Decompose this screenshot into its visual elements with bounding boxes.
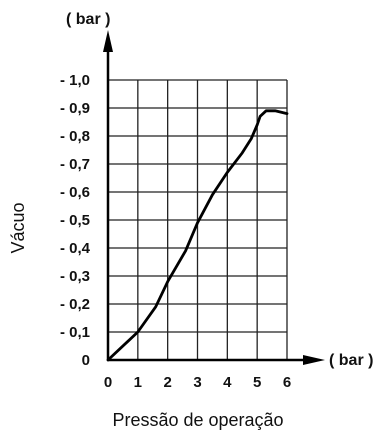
y-tick-label: - 0,7 xyxy=(60,156,90,173)
y-tick-label: - 0,4 xyxy=(60,240,91,257)
x-tick-label: 1 xyxy=(134,374,142,391)
y-tick-label: - 0,8 xyxy=(60,128,90,145)
y-axis-title: Vácuo xyxy=(8,202,28,253)
x-unit-label: ( bar ) xyxy=(329,352,373,369)
x-tick-label: 3 xyxy=(193,374,201,391)
vacuum-curve xyxy=(106,109,289,362)
x-tick-label: 4 xyxy=(223,374,232,391)
x-tick-label: 6 xyxy=(283,374,291,391)
y-tick-label: - 1,0 xyxy=(60,72,90,89)
y-tick-label: - 0,2 xyxy=(60,296,90,313)
x-tick-label: 5 xyxy=(253,374,261,391)
tick-labels: 0 1 2 3 4 5 6 0 - 0,1 - 0,2 - 0,3 - 0,4 - 0,5 - 0,6 - … xyxy=(60,72,291,391)
series xyxy=(106,109,289,362)
y-tick-label: 0 xyxy=(82,352,90,369)
y-tick-label: - 0,1 xyxy=(60,324,90,341)
y-tick-label: - 0,5 xyxy=(60,212,90,229)
y-tick-label: - 0,9 xyxy=(60,100,90,117)
y-tick-label: - 0,3 xyxy=(60,268,90,285)
x-tick-label: 2 xyxy=(163,374,171,391)
x-tick-label: 0 xyxy=(104,374,112,391)
y-axis-arrow xyxy=(103,30,113,52)
x-axis-title: Pressão de operação xyxy=(112,410,283,430)
y-tick-label: - 0,6 xyxy=(60,184,90,201)
y-unit-label: ( bar ) xyxy=(66,11,110,28)
grid xyxy=(108,79,288,360)
axes xyxy=(103,30,325,365)
x-axis-arrow xyxy=(303,355,325,365)
